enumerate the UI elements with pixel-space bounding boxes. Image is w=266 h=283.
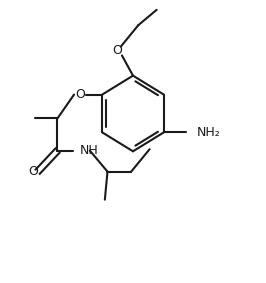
- Text: NH₂: NH₂: [197, 126, 221, 139]
- Text: O: O: [28, 165, 38, 178]
- Text: NH: NH: [80, 144, 99, 157]
- Text: O: O: [112, 44, 122, 57]
- Text: O: O: [75, 88, 85, 101]
